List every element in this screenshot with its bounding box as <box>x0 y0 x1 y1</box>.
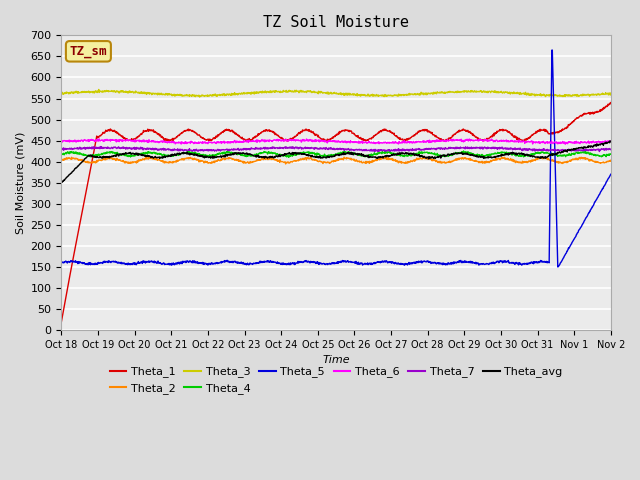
Theta_4 <box>58 151 65 157</box>
Theta_1 <box>599 107 607 113</box>
Theta_6 <box>607 139 614 144</box>
Theta_4 <box>607 151 614 157</box>
Theta_3 <box>58 91 65 96</box>
Theta_4 <box>247 152 255 158</box>
Theta_6 <box>95 136 103 142</box>
Theta_7 <box>191 148 199 154</box>
Line: Theta_3: Theta_3 <box>61 89 611 97</box>
Theta_4 <box>346 150 354 156</box>
Theta_7 <box>371 149 379 155</box>
Line: Theta_6: Theta_6 <box>61 139 611 144</box>
Theta_avg <box>607 139 614 144</box>
Theta_2 <box>607 157 614 163</box>
Theta_5 <box>607 171 614 177</box>
Theta_1 <box>311 132 319 138</box>
Title: TZ Soil Moisture: TZ Soil Moisture <box>263 15 409 30</box>
Theta_avg <box>191 152 198 158</box>
Theta_6 <box>504 139 511 144</box>
Theta_avg <box>58 180 65 185</box>
Theta_2 <box>191 156 198 161</box>
Line: Theta_7: Theta_7 <box>61 146 611 152</box>
Theta_avg <box>503 152 511 157</box>
Theta_1 <box>346 128 353 133</box>
Theta_1 <box>58 319 65 324</box>
Line: Theta_1: Theta_1 <box>61 102 611 322</box>
X-axis label: Time: Time <box>323 355 350 365</box>
Theta_4 <box>191 150 198 156</box>
Theta_7 <box>247 146 255 152</box>
Theta_7 <box>600 147 607 153</box>
Theta_3 <box>312 89 320 95</box>
Theta_5 <box>191 258 198 264</box>
Theta_5 <box>548 47 556 53</box>
Theta_5 <box>503 259 511 264</box>
Theta_3 <box>191 92 199 98</box>
Theta_6 <box>312 137 319 143</box>
Theta_7 <box>58 146 65 152</box>
Line: Theta_avg: Theta_avg <box>61 141 611 182</box>
Theta_3 <box>347 91 355 97</box>
Theta_avg <box>247 151 255 157</box>
Theta_avg <box>346 151 353 157</box>
Theta_6 <box>247 138 255 144</box>
Theta_3 <box>248 91 255 96</box>
Y-axis label: Soil Moisture (mV): Soil Moisture (mV) <box>15 132 25 234</box>
Theta_7 <box>346 147 354 153</box>
Theta_1 <box>607 99 614 105</box>
Theta_5 <box>600 185 607 191</box>
Theta_7 <box>504 145 512 151</box>
Theta_2 <box>504 156 512 161</box>
Theta_1 <box>503 128 511 133</box>
Line: Theta_5: Theta_5 <box>61 50 611 267</box>
Theta_1 <box>247 138 255 144</box>
Theta_2 <box>312 157 319 163</box>
Theta_avg <box>311 154 319 159</box>
Legend: Theta_1, Theta_2, Theta_3, Theta_4, Theta_5, Theta_6, Theta_7, Theta_avg: Theta_1, Theta_2, Theta_3, Theta_4, Thet… <box>105 362 567 398</box>
Theta_3 <box>95 86 102 92</box>
Theta_4 <box>312 151 319 157</box>
Theta_3 <box>607 90 614 96</box>
Theta_6 <box>561 141 569 147</box>
Theta_7 <box>312 145 319 151</box>
Theta_4 <box>285 155 292 160</box>
Theta_5 <box>58 260 65 266</box>
Theta_2 <box>282 161 289 167</box>
Theta_6 <box>191 140 199 146</box>
Theta_4 <box>504 150 512 156</box>
Theta_4 <box>460 148 467 154</box>
Theta_5 <box>554 264 562 270</box>
Theta_6 <box>58 138 65 144</box>
Line: Theta_2: Theta_2 <box>61 157 611 164</box>
Theta_avg <box>599 141 607 147</box>
Theta_2 <box>600 159 607 165</box>
Theta_1 <box>607 100 614 106</box>
Theta_2 <box>346 156 354 162</box>
Theta_5 <box>311 259 319 265</box>
Theta_5 <box>346 259 353 264</box>
Theta_6 <box>600 139 607 144</box>
Theta_1 <box>191 130 198 135</box>
Theta_4 <box>600 152 607 157</box>
Theta_7 <box>97 144 104 149</box>
Theta_3 <box>196 94 204 100</box>
Line: Theta_4: Theta_4 <box>61 151 611 157</box>
Theta_2 <box>498 154 506 160</box>
Theta_avg <box>606 138 614 144</box>
Theta_6 <box>346 140 354 146</box>
Theta_7 <box>607 147 614 153</box>
Theta_3 <box>600 91 607 97</box>
Theta_5 <box>247 261 255 266</box>
Theta_3 <box>504 90 512 96</box>
Theta_2 <box>247 160 255 166</box>
Theta_2 <box>58 158 65 164</box>
Text: TZ_sm: TZ_sm <box>70 45 107 58</box>
